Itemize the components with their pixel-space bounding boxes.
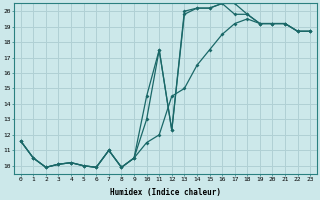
X-axis label: Humidex (Indice chaleur): Humidex (Indice chaleur): [110, 188, 221, 197]
